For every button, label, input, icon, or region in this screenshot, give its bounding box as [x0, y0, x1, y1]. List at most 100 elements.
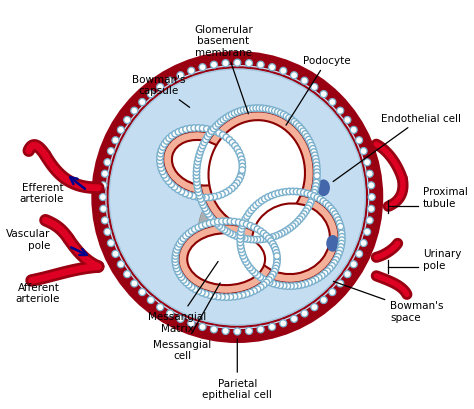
Circle shape: [190, 193, 197, 200]
Circle shape: [284, 283, 291, 290]
Circle shape: [239, 292, 246, 299]
Circle shape: [223, 135, 229, 141]
Circle shape: [158, 165, 164, 172]
Circle shape: [323, 201, 329, 207]
Circle shape: [236, 234, 242, 240]
Circle shape: [320, 199, 327, 205]
Circle shape: [195, 126, 201, 132]
Circle shape: [207, 195, 213, 201]
Circle shape: [166, 78, 173, 85]
Circle shape: [237, 229, 244, 236]
Circle shape: [171, 184, 178, 191]
Circle shape: [338, 231, 345, 237]
Circle shape: [292, 221, 298, 228]
Circle shape: [228, 112, 235, 119]
Circle shape: [254, 237, 261, 243]
Circle shape: [276, 232, 282, 238]
Circle shape: [298, 126, 304, 133]
Circle shape: [193, 180, 200, 186]
Ellipse shape: [242, 194, 340, 285]
Circle shape: [270, 234, 276, 240]
Circle shape: [204, 134, 211, 140]
Circle shape: [301, 310, 308, 317]
Circle shape: [309, 278, 316, 285]
Circle shape: [333, 257, 339, 263]
Circle shape: [308, 200, 314, 206]
Circle shape: [292, 283, 298, 290]
Circle shape: [291, 316, 298, 323]
Circle shape: [180, 236, 187, 242]
Circle shape: [211, 194, 218, 200]
Circle shape: [356, 251, 363, 258]
Circle shape: [312, 183, 319, 190]
Circle shape: [216, 130, 222, 137]
Circle shape: [228, 186, 235, 192]
Ellipse shape: [210, 239, 258, 261]
Circle shape: [208, 127, 214, 134]
Circle shape: [257, 274, 264, 281]
Circle shape: [234, 109, 241, 116]
Circle shape: [206, 131, 213, 138]
Circle shape: [284, 227, 291, 234]
Circle shape: [334, 254, 341, 261]
Circle shape: [321, 271, 328, 277]
Circle shape: [277, 282, 283, 289]
Circle shape: [266, 279, 273, 286]
Circle shape: [301, 211, 307, 218]
Circle shape: [304, 206, 311, 212]
Circle shape: [334, 214, 340, 221]
Circle shape: [264, 236, 270, 242]
Circle shape: [337, 247, 343, 254]
Circle shape: [337, 108, 344, 115]
Circle shape: [191, 126, 198, 132]
Circle shape: [172, 131, 178, 138]
Circle shape: [268, 274, 274, 281]
Ellipse shape: [162, 130, 240, 196]
Circle shape: [336, 220, 343, 227]
Circle shape: [280, 320, 287, 327]
Circle shape: [209, 216, 216, 223]
Circle shape: [253, 106, 259, 112]
Circle shape: [260, 231, 267, 237]
Ellipse shape: [210, 151, 261, 179]
Circle shape: [236, 150, 242, 156]
Circle shape: [313, 163, 320, 169]
Circle shape: [226, 188, 232, 195]
Circle shape: [216, 223, 222, 230]
Circle shape: [108, 240, 115, 247]
Circle shape: [193, 166, 200, 173]
Circle shape: [251, 237, 257, 243]
Circle shape: [266, 235, 273, 241]
Circle shape: [139, 289, 146, 296]
Circle shape: [307, 140, 313, 146]
Circle shape: [312, 277, 319, 283]
Circle shape: [263, 233, 270, 239]
Circle shape: [178, 189, 184, 196]
Circle shape: [293, 121, 300, 128]
Ellipse shape: [252, 204, 330, 274]
Circle shape: [161, 141, 168, 148]
Circle shape: [206, 220, 213, 227]
Circle shape: [196, 153, 202, 159]
Circle shape: [231, 110, 238, 117]
Circle shape: [195, 187, 201, 193]
Circle shape: [179, 128, 185, 134]
Text: Bowman's
space: Bowman's space: [334, 282, 444, 322]
Circle shape: [246, 106, 253, 112]
Circle shape: [248, 208, 255, 214]
Circle shape: [200, 202, 207, 209]
Circle shape: [302, 209, 309, 215]
Circle shape: [239, 164, 246, 171]
Circle shape: [234, 328, 241, 335]
Circle shape: [254, 286, 261, 293]
Circle shape: [314, 173, 320, 180]
Ellipse shape: [208, 192, 263, 222]
Circle shape: [257, 237, 264, 243]
Circle shape: [169, 133, 175, 140]
Circle shape: [310, 149, 317, 156]
Circle shape: [286, 189, 292, 195]
Circle shape: [157, 304, 164, 311]
Circle shape: [199, 199, 205, 206]
Circle shape: [215, 193, 221, 200]
Circle shape: [206, 292, 213, 299]
